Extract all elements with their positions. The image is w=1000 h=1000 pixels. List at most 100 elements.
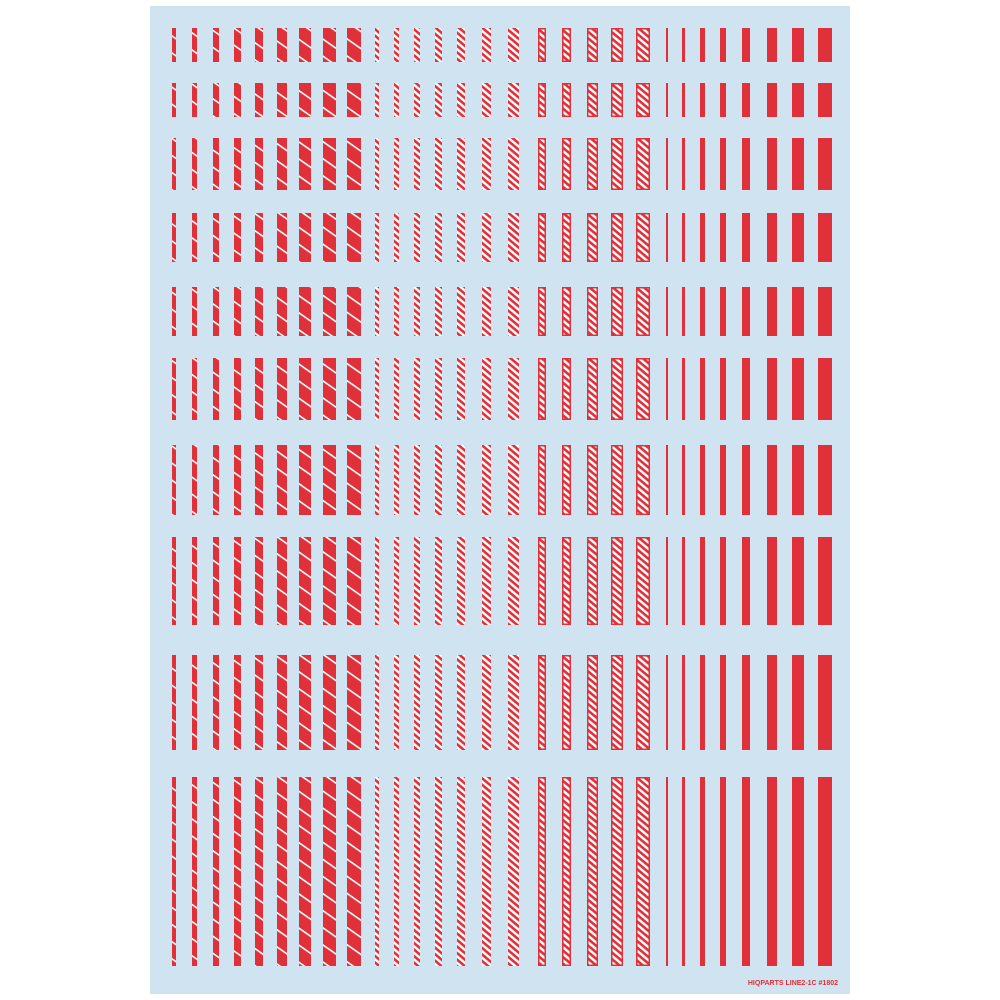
diagonal-cut-stripe (277, 445, 287, 515)
outlined-hatched-stripe (538, 28, 546, 62)
hatched-stripe (508, 655, 519, 750)
hatched-stripe (414, 213, 420, 262)
solid-stripe (818, 83, 832, 117)
solid-stripe (720, 777, 726, 966)
solid-stripe (666, 28, 668, 62)
outlined-hatched-stripe (538, 777, 546, 966)
diagonal-cut-stripe (255, 655, 263, 750)
diagonal-cut-stripe (172, 655, 176, 750)
hatched-stripe (457, 28, 465, 62)
solid-stripe (767, 777, 777, 966)
diagonal-cut-stripe (323, 83, 336, 117)
solid-stripe (700, 287, 705, 336)
solid-stripe (666, 777, 668, 966)
diagonal-cut-stripe (323, 445, 336, 515)
outlined-hatched-stripe (611, 445, 623, 515)
diagonal-cut-stripe (277, 537, 287, 625)
diagonal-cut-stripe (172, 213, 176, 262)
solid-stripe (818, 28, 832, 62)
outlined-hatched-stripe (587, 83, 598, 117)
solid-stripe (666, 138, 668, 190)
diagonal-cut-stripe (323, 138, 336, 190)
hatched-stripe (457, 358, 465, 420)
solid-stripe (720, 83, 726, 117)
hatched-stripe (414, 358, 420, 420)
outlined-hatched-stripe (587, 537, 598, 625)
outlined-hatched-stripe (636, 445, 650, 515)
outlined-hatched-stripe (562, 28, 571, 62)
diagonal-cut-stripe (234, 287, 241, 336)
outlined-hatched-stripe (636, 358, 650, 420)
outlined-hatched-stripe (562, 83, 571, 117)
diagonal-cut-stripe (323, 213, 336, 262)
outlined-hatched-stripe (538, 655, 546, 750)
outlined-hatched-stripe (538, 287, 546, 336)
outlined-hatched-stripe (611, 138, 623, 190)
diagonal-cut-stripe (192, 138, 197, 190)
diagonal-cut-stripe (213, 537, 219, 625)
diagonal-cut-stripe (234, 28, 241, 62)
diagonal-cut-stripe (234, 83, 241, 117)
diagonal-cut-stripe (347, 287, 361, 336)
outlined-hatched-stripe (636, 777, 650, 966)
diagonal-cut-stripe (323, 537, 336, 625)
hatched-stripe (508, 138, 519, 190)
solid-stripe (767, 655, 777, 750)
outlined-hatched-stripe (636, 83, 650, 117)
diagonal-cut-stripe (255, 445, 263, 515)
diagonal-cut-stripe (255, 138, 263, 190)
diagonal-cut-stripe (213, 138, 219, 190)
hatched-stripe (482, 537, 491, 625)
solid-stripe (792, 213, 804, 262)
solid-stripe (742, 287, 750, 336)
hatched-stripe (435, 655, 442, 750)
diagonal-cut-stripe (172, 287, 176, 336)
solid-stripe (682, 655, 685, 750)
diagonal-cut-stripe (277, 777, 287, 966)
outlined-hatched-stripe (562, 445, 571, 515)
diagonal-cut-stripe (299, 537, 311, 625)
hatched-stripe (435, 445, 442, 515)
diagonal-cut-stripe (213, 83, 219, 117)
solid-stripe (666, 655, 668, 750)
hatched-stripe (414, 537, 420, 625)
hatched-stripe (375, 138, 379, 190)
hatched-stripe (414, 83, 420, 117)
hatched-stripe (414, 777, 420, 966)
diagonal-cut-stripe (347, 655, 361, 750)
hatched-stripe (394, 358, 399, 420)
outlined-hatched-stripe (587, 655, 598, 750)
diagonal-cut-stripe (323, 287, 336, 336)
diagonal-cut-stripe (299, 287, 311, 336)
diagonal-cut-stripe (299, 655, 311, 750)
solid-stripe (818, 537, 832, 625)
diagonal-cut-stripe (299, 777, 311, 966)
outlined-hatched-stripe (587, 445, 598, 515)
hatched-stripe (508, 537, 519, 625)
hatched-stripe (435, 28, 442, 62)
hatched-stripe (394, 537, 399, 625)
hatched-stripe (457, 655, 465, 750)
hatched-stripe (414, 28, 420, 62)
diagonal-cut-stripe (234, 445, 241, 515)
outlined-hatched-stripe (587, 777, 598, 966)
solid-stripe (682, 138, 685, 190)
hatched-stripe (482, 358, 491, 420)
diagonal-cut-stripe (299, 83, 311, 117)
solid-stripe (682, 83, 685, 117)
solid-stripe (742, 537, 750, 625)
solid-stripe (767, 138, 777, 190)
diagonal-cut-stripe (323, 655, 336, 750)
diagonal-cut-stripe (277, 358, 287, 420)
diagonal-cut-stripe (299, 358, 311, 420)
hatched-stripe (435, 138, 442, 190)
diagonal-cut-stripe (347, 358, 361, 420)
solid-stripe (682, 777, 685, 966)
solid-stripe (818, 777, 832, 966)
outlined-hatched-stripe (562, 537, 571, 625)
outlined-hatched-stripe (636, 28, 650, 62)
outlined-hatched-stripe (611, 83, 623, 117)
hatched-stripe (394, 138, 399, 190)
outlined-hatched-stripe (611, 655, 623, 750)
diagonal-cut-stripe (192, 28, 197, 62)
